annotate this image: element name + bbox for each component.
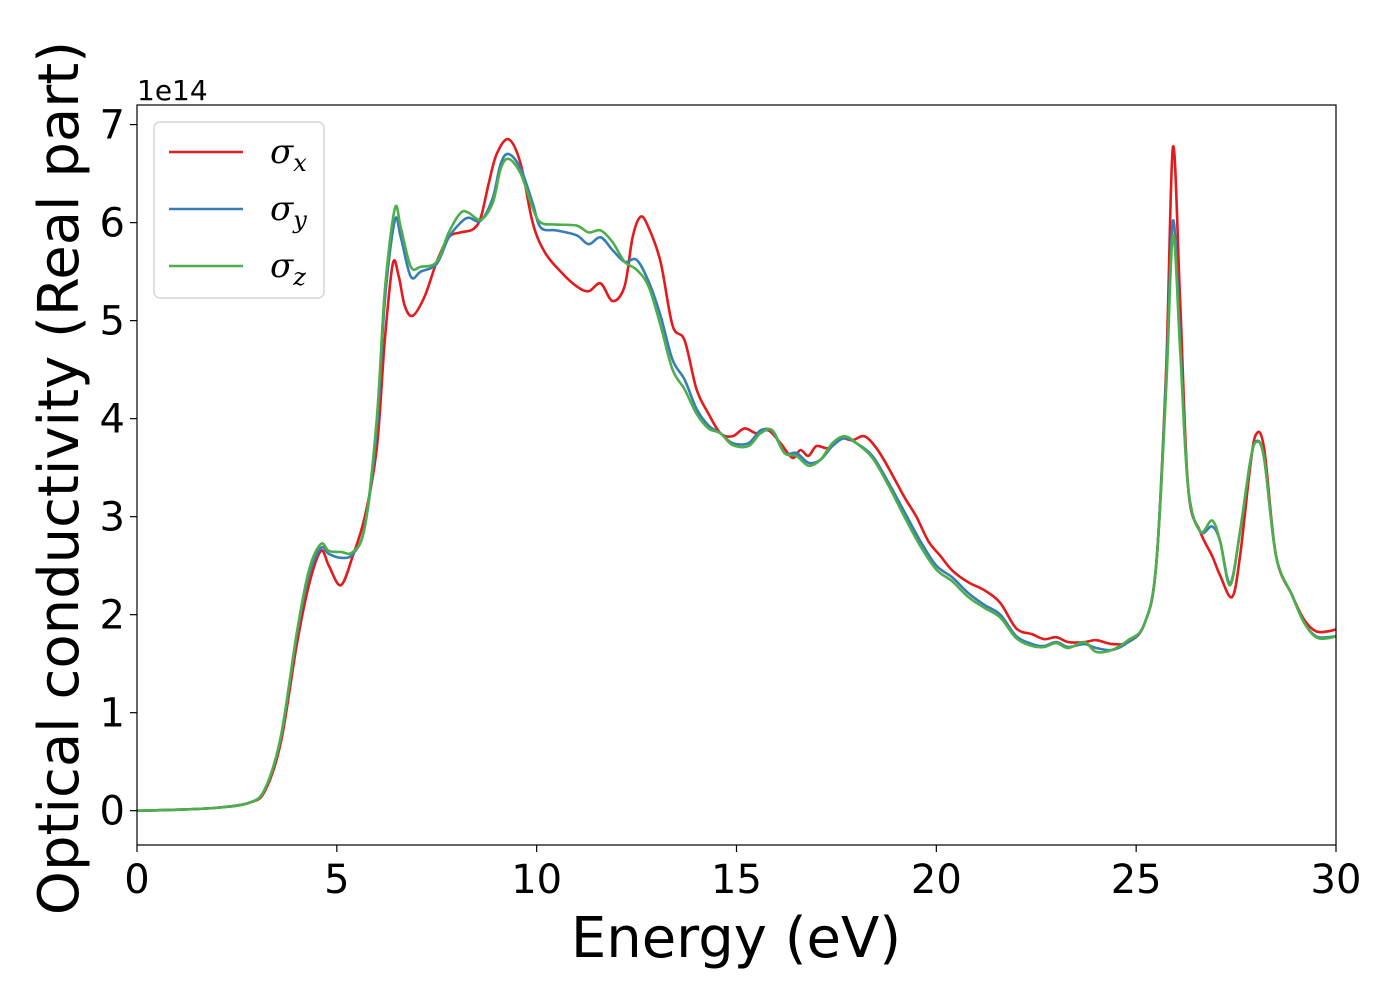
y-offset-label: 1e14 — [137, 74, 208, 107]
y-tick-label: 7 — [100, 103, 125, 149]
y-axis-title: Optical conductivity (Real part) — [27, 41, 92, 915]
series-layer — [137, 137, 1336, 812]
x-tick-label: 30 — [1311, 857, 1362, 903]
x-tick-label: 20 — [911, 857, 962, 903]
legend-label-x: σx — [270, 132, 307, 177]
y-tick-label: 2 — [100, 593, 125, 639]
y-tick-label: 5 — [100, 299, 125, 345]
y-tick-label: 0 — [100, 789, 125, 835]
x-tick-label: 0 — [124, 857, 149, 903]
x-tick-label: 25 — [1111, 857, 1162, 903]
y-tick-label: 3 — [100, 495, 125, 541]
ticks-layer: 0 5 10 15 20 25 30 0 1 2 3 4 5 6 7 — [100, 103, 1362, 903]
legend-label-y: σy — [270, 189, 307, 234]
y-tick-label: 4 — [100, 397, 125, 443]
x-tick-label: 15 — [711, 857, 762, 903]
series-line-z — [137, 157, 1336, 812]
x-tick-label: 5 — [324, 857, 349, 903]
y-tick-label: 1 — [100, 691, 125, 737]
x-tick-label: 10 — [511, 857, 562, 903]
y-tick-label: 6 — [100, 201, 125, 247]
x-axis-title: Energy (eV) — [571, 906, 901, 971]
